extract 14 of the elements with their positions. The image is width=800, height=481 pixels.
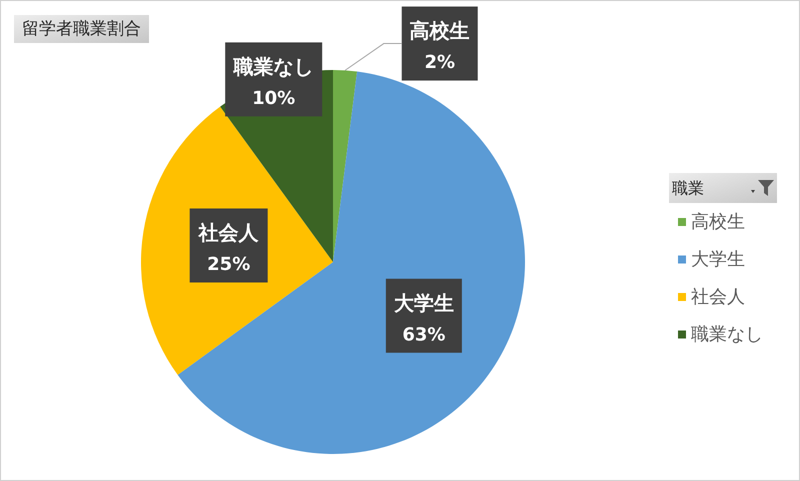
- data-label: 25%: [207, 254, 250, 275]
- data-label: 10%: [252, 88, 296, 109]
- legend-label: 高校生: [691, 212, 745, 232]
- legend-label: 職業なし: [691, 324, 763, 345]
- legend-label: 社会人: [691, 286, 745, 308]
- data-label: 63%: [402, 324, 446, 346]
- data-label: 2%: [424, 52, 456, 74]
- legend-label: 大学生: [691, 249, 745, 270]
- slice-label: 社会人: [198, 220, 260, 244]
- slice-label: 高校生: [410, 18, 470, 43]
- legend-title: 職業: [672, 178, 704, 198]
- slice-label: 大学生: [394, 290, 454, 315]
- slice-label: 職業なし: [232, 54, 314, 78]
- chart-title: 留学者職業割合: [22, 19, 141, 39]
